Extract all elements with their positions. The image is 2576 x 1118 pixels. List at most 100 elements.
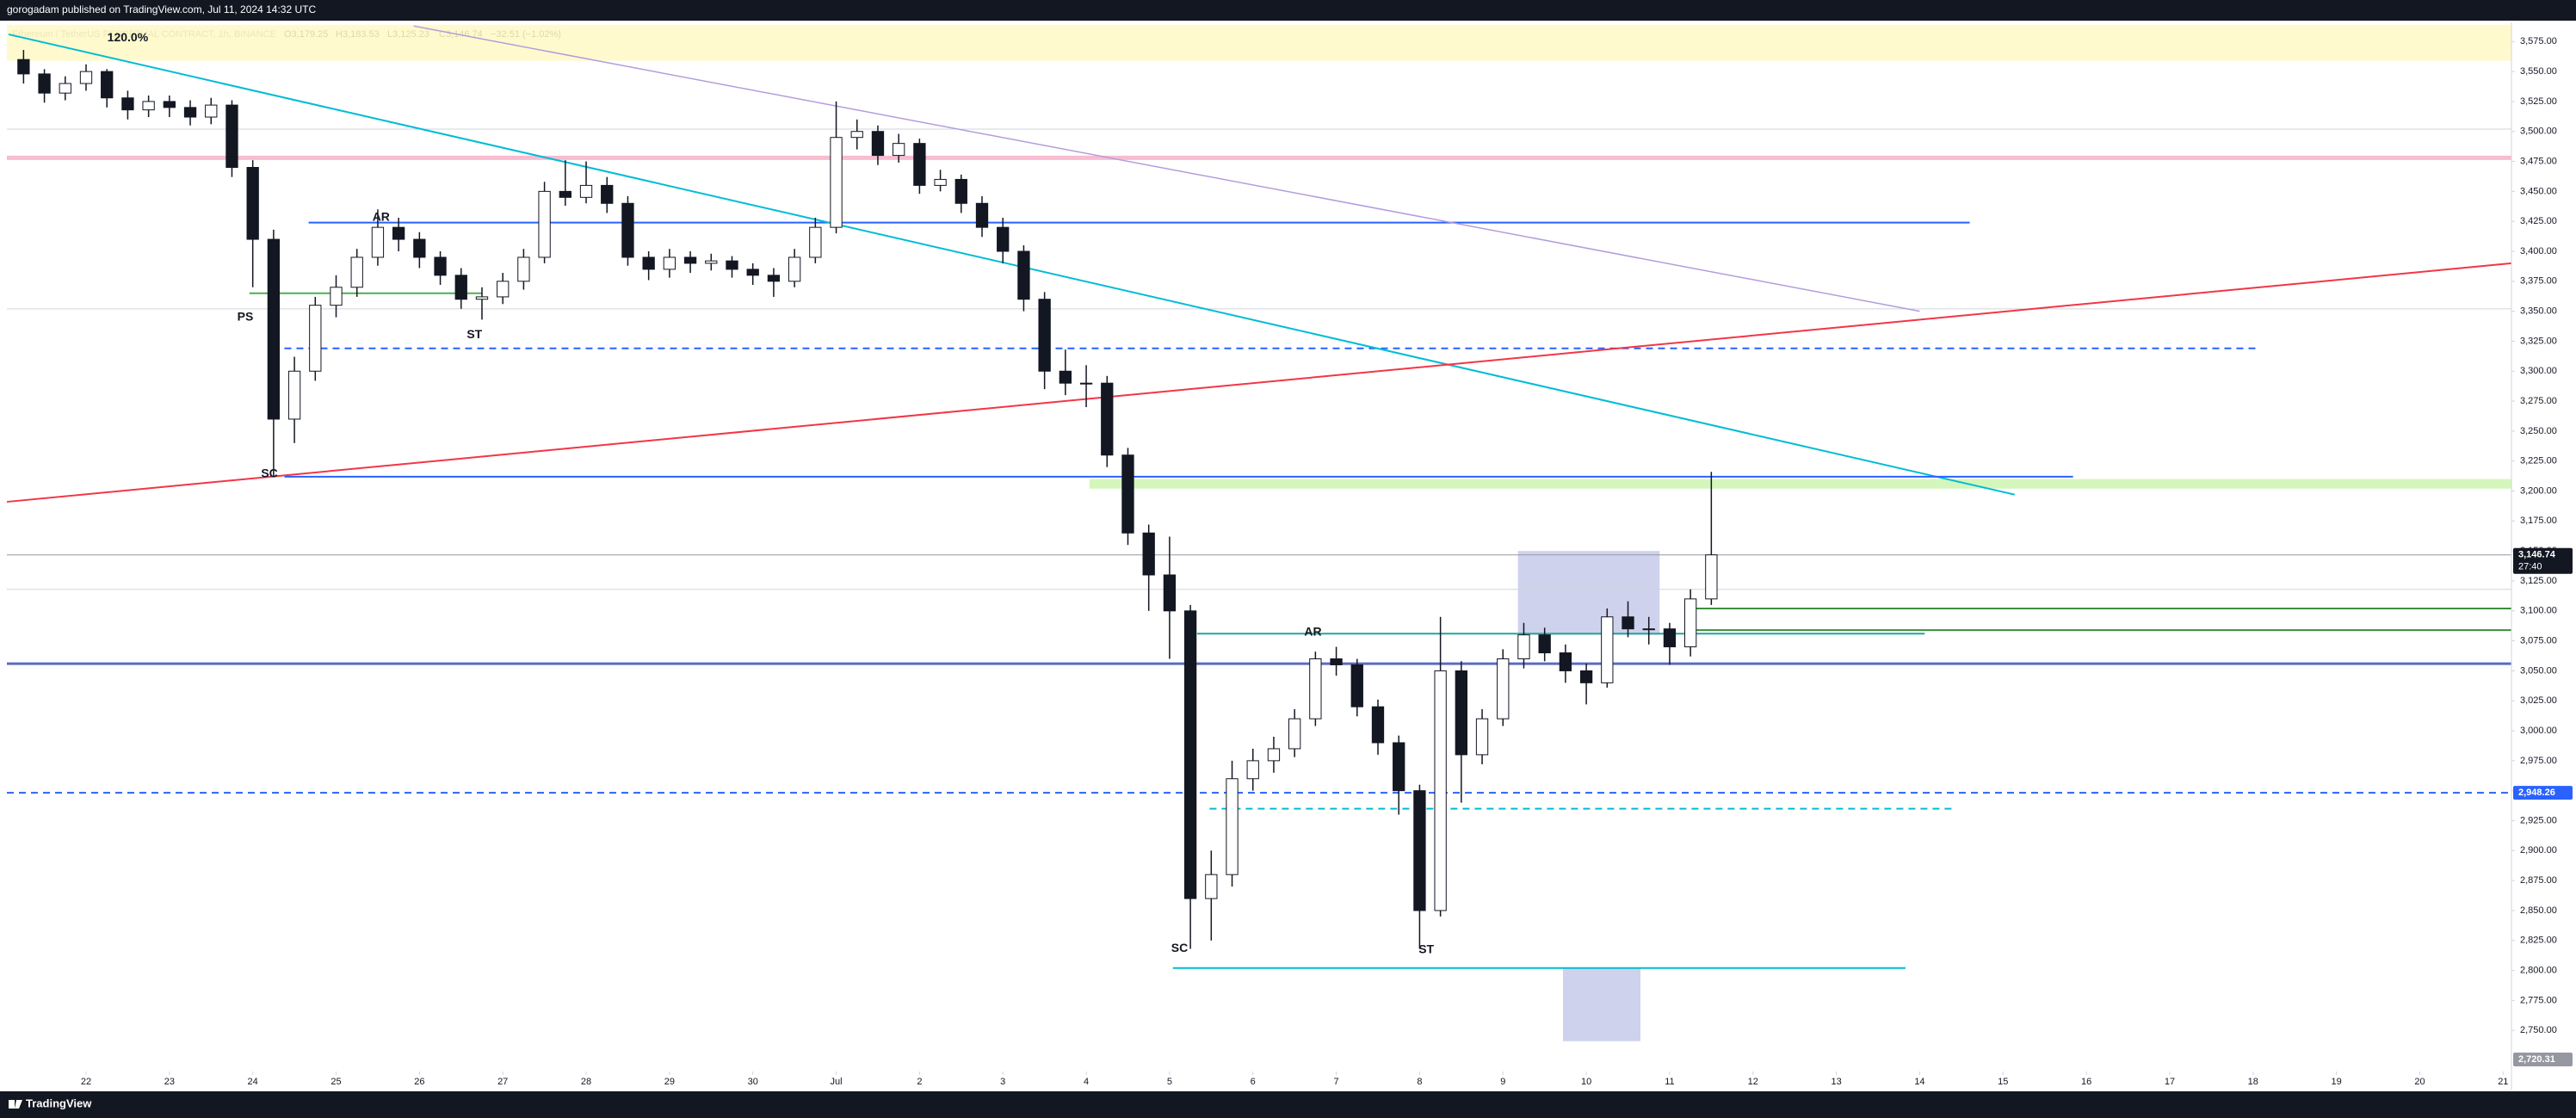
- x-tick-label: 22: [81, 1077, 91, 1087]
- x-tick-label: 9: [1500, 1077, 1505, 1087]
- x-tick-label: 2: [917, 1077, 922, 1087]
- candle-body: [1330, 658, 1343, 665]
- candle-body: [1434, 670, 1447, 911]
- candle-body: [17, 59, 30, 75]
- footer-brand[interactable]: TradingView: [26, 1096, 92, 1109]
- annotation: 120.0%: [108, 30, 149, 44]
- y-tick-label: 3,275.00: [2520, 396, 2557, 406]
- x-tick-label: 20: [2414, 1077, 2425, 1087]
- x-tick-label: 4: [1084, 1077, 1089, 1087]
- candle-body: [59, 83, 71, 94]
- y-tick-label: 3,375.00: [2520, 276, 2557, 287]
- candle-body: [225, 104, 238, 169]
- candle-body: [163, 101, 176, 108]
- candle-body: [1101, 382, 1114, 456]
- candle-body: [1683, 598, 1697, 648]
- y-tick-label: 2,850.00: [2520, 905, 2557, 916]
- x-tick-label: 10: [1581, 1077, 1591, 1087]
- candle-body: [601, 184, 614, 204]
- candle-body: [809, 226, 822, 258]
- candle-body: [497, 281, 510, 298]
- candle-body: [1517, 634, 1530, 659]
- y-tick-label: 3,525.00: [2520, 96, 2557, 107]
- price-label: 2,948.26: [2518, 788, 2555, 798]
- candle-body: [1205, 874, 1218, 899]
- candle-body: [1163, 574, 1177, 612]
- y-tick-label: 3,575.00: [2520, 36, 2557, 46]
- x-tick-label: 30: [748, 1077, 758, 1087]
- drawing-line: [6, 262, 2512, 503]
- candle-body: [1079, 382, 1093, 385]
- candle-body: [1017, 250, 1030, 300]
- candle-body: [642, 256, 655, 270]
- x-tick-label: 17: [2165, 1077, 2175, 1087]
- x-tick-label: 24: [248, 1077, 258, 1087]
- y-tick-label: 3,125.00: [2520, 576, 2557, 586]
- candle-body: [1559, 652, 1572, 671]
- candle-body: [559, 190, 571, 198]
- y-tick-label: 3,250.00: [2520, 426, 2557, 436]
- candle-body: [850, 131, 863, 139]
- y-tick-label: 3,350.00: [2520, 306, 2557, 317]
- y-tick-label: 3,300.00: [2520, 366, 2557, 376]
- candle-body: [538, 190, 551, 258]
- x-tick-label: 7: [1334, 1077, 1339, 1087]
- header-bar: [0, 0, 2576, 21]
- candle-body: [975, 202, 989, 228]
- plot-area: Ethereum / TetherUS PERPETUAL CONTRACT, …: [6, 22, 2576, 1092]
- candle-body: [1350, 664, 1363, 707]
- candle-body: [454, 275, 467, 300]
- candle-body: [1142, 532, 1155, 576]
- x-tick-label: 27: [497, 1077, 508, 1087]
- candle-body: [1455, 670, 1467, 756]
- candle-body: [893, 143, 905, 157]
- candle-body: [726, 260, 738, 270]
- x-tick-label: 6: [1251, 1077, 1256, 1087]
- candle-body: [475, 296, 489, 300]
- candle-body: [1246, 760, 1259, 780]
- candle-body: [267, 238, 281, 420]
- candle-body: [1059, 370, 1072, 384]
- x-tick-label: 14: [1914, 1077, 1924, 1087]
- candle-body: [1663, 628, 1677, 648]
- candle-body: [1121, 454, 1134, 534]
- candle-body: [392, 226, 405, 240]
- candle-body: [788, 256, 801, 282]
- candle-body: [1183, 610, 1197, 899]
- x-tick-label: 15: [1998, 1077, 2008, 1087]
- y-tick-label: 2,800.00: [2520, 965, 2557, 975]
- candle-body: [830, 137, 843, 228]
- candle-body: [934, 178, 947, 186]
- drawing-line: [8, 33, 2016, 496]
- candle-body: [1413, 790, 1426, 911]
- y-tick-label: 2,925.00: [2520, 815, 2557, 825]
- y-tick-label: 3,075.00: [2520, 636, 2557, 646]
- candle-body: [997, 226, 1010, 252]
- candle-body: [1371, 706, 1385, 744]
- price-timer: 27:40: [2518, 562, 2542, 572]
- annotation: AR: [1304, 625, 1321, 639]
- annotation: SC: [1171, 941, 1188, 954]
- x-tick-label: 18: [2248, 1077, 2258, 1087]
- zone: [1517, 551, 1660, 635]
- candle-body: [954, 178, 967, 204]
- candle-body: [1226, 778, 1239, 875]
- zone: [7, 24, 2511, 61]
- y-tick-label: 2,900.00: [2520, 845, 2557, 855]
- price-label: 3,146.74: [2518, 550, 2556, 560]
- candle-body: [142, 101, 155, 111]
- candle-body: [246, 167, 259, 240]
- annotation: SC: [261, 466, 277, 480]
- x-tick-label: 19: [2332, 1077, 2342, 1087]
- annotation: ST: [1418, 942, 1434, 956]
- y-tick-label: 3,000.00: [2520, 726, 2557, 736]
- candle-body: [1038, 299, 1051, 372]
- price-label-box: [2513, 1053, 2573, 1066]
- x-tick-label: 28: [581, 1077, 591, 1087]
- candle-body: [371, 226, 385, 258]
- y-tick-label: 3,175.00: [2520, 516, 2557, 526]
- candle-body: [1267, 748, 1281, 762]
- annotation: ST: [466, 327, 482, 341]
